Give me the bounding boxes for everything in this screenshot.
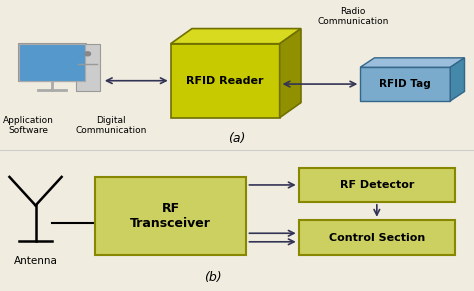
Text: (b): (b): [204, 271, 222, 284]
Text: Antenna: Antenna: [14, 256, 57, 266]
FancyBboxPatch shape: [19, 44, 85, 81]
FancyBboxPatch shape: [95, 177, 246, 255]
Polygon shape: [450, 58, 465, 101]
Polygon shape: [171, 29, 301, 44]
Text: (a): (a): [228, 132, 246, 145]
Text: Control Section: Control Section: [328, 233, 425, 242]
Text: Application
Software: Application Software: [3, 116, 54, 135]
Text: Radio
Communication: Radio Communication: [318, 7, 389, 26]
Text: RFID Tag: RFID Tag: [379, 79, 431, 89]
Circle shape: [85, 52, 91, 56]
Text: RF
Transceiver: RF Transceiver: [130, 202, 211, 230]
Polygon shape: [280, 29, 301, 118]
Polygon shape: [360, 58, 465, 67]
FancyBboxPatch shape: [76, 44, 100, 91]
Polygon shape: [171, 44, 280, 118]
FancyBboxPatch shape: [299, 168, 455, 202]
FancyBboxPatch shape: [18, 43, 86, 81]
Text: RF Detector: RF Detector: [340, 180, 414, 190]
Text: RFID Reader: RFID Reader: [186, 76, 264, 86]
Text: Digital
Communication: Digital Communication: [76, 116, 147, 135]
FancyBboxPatch shape: [299, 220, 455, 255]
Polygon shape: [360, 67, 450, 101]
